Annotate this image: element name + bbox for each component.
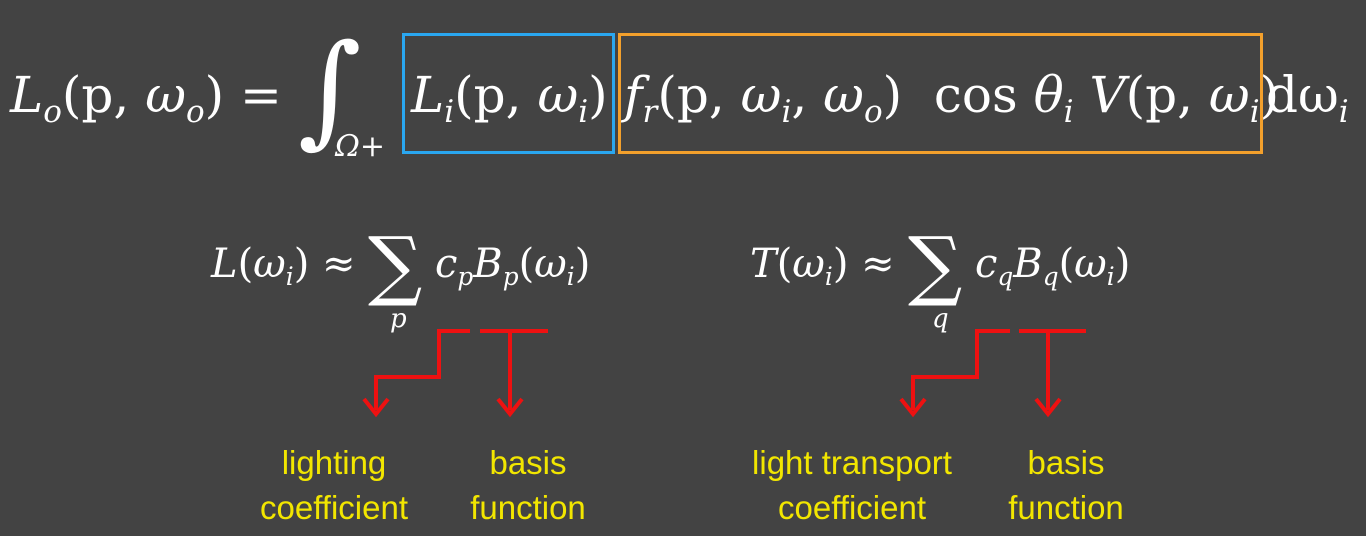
- symbol-omega: ω: [1074, 241, 1107, 287]
- sum-index-p: p: [390, 304, 407, 334]
- subscript-p: p: [457, 261, 474, 291]
- lighting-expansion-lhs: L(ωi) ≈: [211, 244, 356, 290]
- symbol-omega: ω: [145, 66, 186, 124]
- symbol-omega: ω: [823, 66, 864, 124]
- subscript-r: r: [642, 93, 658, 130]
- subscript-i: i: [285, 261, 294, 291]
- transport-expansion-rhs: cqBq(ωi): [975, 244, 1130, 290]
- arrow-basis-left-head: [496, 397, 524, 418]
- symbol-L: L: [411, 66, 445, 124]
- summation-icon: ∑: [908, 220, 963, 309]
- approx-sign: ) ≈: [293, 241, 356, 287]
- comma: ,: [791, 66, 824, 124]
- subscript-i: i: [824, 261, 833, 291]
- rendering-equation: Lo(p, ωo) = ∫ Ω+ Li(p, ωi) fr(p, ωi, ωo)…: [0, 0, 1366, 200]
- symbol-theta: θ: [1033, 66, 1064, 124]
- symbol-B: B: [473, 241, 503, 287]
- differential: dωi: [1266, 70, 1349, 128]
- symbol-omega: ω: [534, 241, 567, 287]
- label-light-transport-coefficient: light transport coefficient: [732, 440, 972, 530]
- label-lighting-coefficient: lighting coefficient: [244, 440, 424, 530]
- symbol-omega: ω: [537, 66, 579, 124]
- transport-expansion-lhs: T(ωi) ≈: [750, 244, 895, 290]
- paren-open: (: [776, 241, 793, 287]
- symbol-omega: ω: [253, 241, 286, 287]
- symbol-T: T: [750, 241, 777, 287]
- subscript-p: p: [502, 261, 519, 291]
- args-open: (p,: [1125, 66, 1209, 124]
- label-line: function: [1008, 489, 1124, 526]
- label-line: coefficient: [260, 489, 408, 526]
- subscript-i: i: [578, 93, 589, 130]
- arrow-basis-right-head: [1034, 397, 1062, 418]
- symbol-L: L: [211, 241, 238, 287]
- lighting-term: Li(p, ωi): [411, 70, 608, 128]
- paren-open: (: [237, 241, 254, 287]
- args-close: ): [588, 66, 608, 124]
- symbol-f: f: [624, 66, 643, 124]
- symbol-omega: ω: [1208, 66, 1250, 124]
- subscript-i: i: [444, 93, 455, 130]
- integral-domain: Ω+: [335, 129, 386, 164]
- equals-sign: ) =: [204, 66, 282, 124]
- symbol-omega: ω: [792, 241, 825, 287]
- symbol-omega: ω: [740, 66, 782, 124]
- symbol-c: c: [435, 241, 458, 287]
- args-open: (p,: [61, 66, 146, 124]
- subscript-i: i: [1063, 93, 1074, 130]
- label-line: basis: [1027, 444, 1105, 481]
- label-line: coefficient: [778, 489, 926, 526]
- lighting-expansion-rhs: cpBp(ωi): [435, 244, 590, 290]
- paren-close: ): [574, 241, 591, 287]
- label-line: basis: [489, 444, 567, 481]
- subscript-i: i: [1338, 93, 1349, 130]
- label-basis-function-right: basis function: [994, 440, 1138, 530]
- subscript-o: o: [863, 93, 883, 130]
- arrow-transport-coefficient-head: [899, 397, 927, 418]
- subscript-i: i: [1106, 261, 1115, 291]
- integral-icon: ∫: [298, 18, 362, 160]
- lighting-term-box: [402, 33, 615, 154]
- paren-close: ): [1114, 241, 1131, 287]
- symbol-B: B: [1013, 241, 1043, 287]
- args-close: ): [1259, 66, 1280, 124]
- args-open: (p,: [657, 66, 741, 124]
- arrow-transport-coefficient: [911, 329, 1010, 410]
- subscript-i: i: [566, 261, 575, 291]
- label-line: light transport: [752, 444, 952, 481]
- label-basis-function-left: basis function: [456, 440, 600, 530]
- subscript-o: o: [185, 93, 205, 130]
- arrow-lighting-coefficient-head: [362, 397, 390, 418]
- paren-open: (: [1058, 241, 1075, 287]
- args-open: (p,: [454, 66, 538, 124]
- light-transport-term-box: [618, 33, 1263, 154]
- label-line: lighting: [281, 444, 387, 481]
- sum-index-q: q: [932, 304, 949, 334]
- summation-icon: ∑: [368, 220, 423, 309]
- arrow-lighting-coefficient: [374, 329, 470, 410]
- subscript-o: o: [43, 93, 62, 130]
- subscript-i: i: [781, 93, 792, 130]
- subscript-q: q: [1042, 261, 1059, 291]
- subscript-i: i: [1249, 93, 1260, 130]
- symbol-c: c: [975, 241, 998, 287]
- cos-text: ) cos: [882, 66, 1034, 124]
- label-line: function: [470, 489, 586, 526]
- symbol-L: L: [10, 66, 44, 124]
- symbol-V: V: [1073, 66, 1126, 124]
- paren-open: (: [518, 241, 535, 287]
- subscript-q: q: [997, 261, 1014, 291]
- light-transport-term: fr(p, ωi, ωo) cos θi V(p, ωi): [624, 70, 1279, 128]
- approx-sign: ) ≈: [832, 241, 895, 287]
- d-omega: dω: [1266, 66, 1339, 124]
- lhs-term: Lo(p, ωo) =: [10, 70, 282, 128]
